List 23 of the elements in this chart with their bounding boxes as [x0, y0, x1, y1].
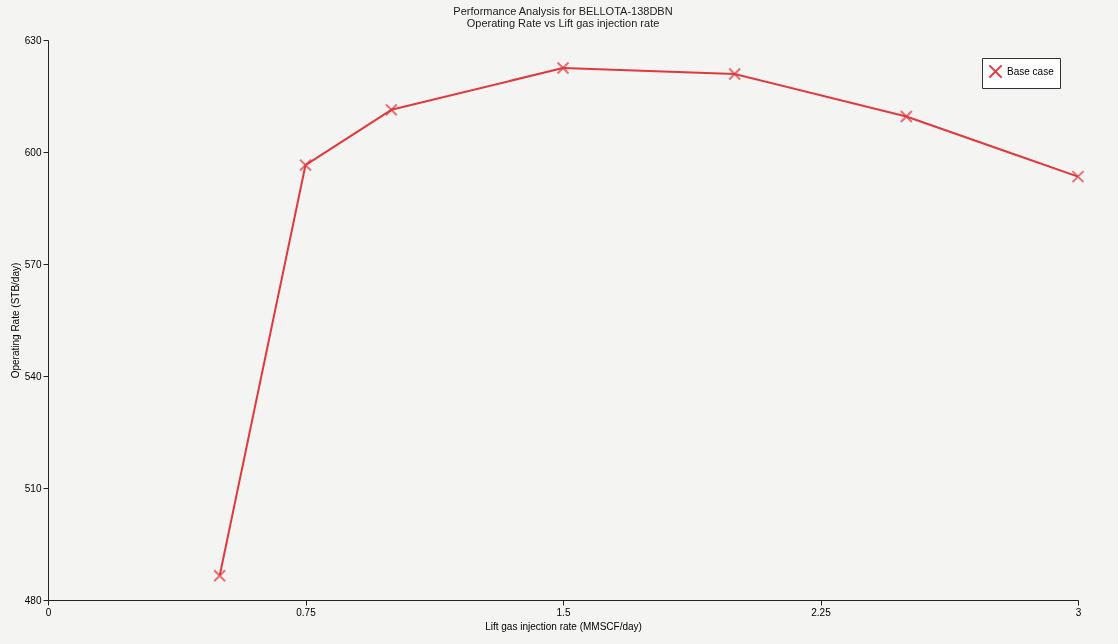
y-axis-title: Operating Rate (STB/day) — [9, 262, 21, 379]
point — [299, 158, 312, 172]
x-tick-label: 2.25 — [811, 606, 832, 618]
y-tick-label: 510 — [24, 482, 42, 494]
chart-title: Performance Analysis for BELLOTA-138DBN — [453, 5, 673, 17]
x-tick-label: 1.5 — [556, 606, 571, 618]
point — [728, 67, 742, 81]
y-tick-label: 570 — [24, 258, 42, 270]
legend-label: Base case — [1007, 65, 1055, 77]
x-axis-title: Lift gas injection rate (MMSCF/day) — [485, 620, 642, 632]
y-tick-label: 480 — [24, 594, 42, 606]
point — [899, 110, 913, 124]
y-tick-label: 600 — [24, 146, 42, 158]
point — [556, 61, 570, 75]
x-tick-label: 0 — [45, 606, 52, 618]
y-tick-label: 540 — [24, 370, 42, 382]
y-tick-label: 630 — [24, 34, 42, 46]
point — [213, 569, 227, 583]
x-tick-label: 3 — [1075, 606, 1082, 618]
x-tick-label: 0.75 — [296, 606, 317, 618]
point — [384, 103, 398, 117]
point — [1071, 170, 1085, 184]
chart-subtitle: Operating Rate vs Lift gas injection rate — [466, 17, 660, 29]
